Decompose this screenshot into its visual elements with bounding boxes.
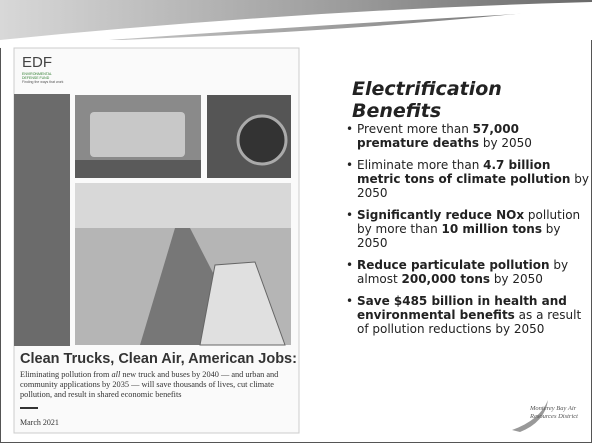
logo-name: EDF (22, 54, 52, 71)
bullet-text: Prevent more than (357, 122, 473, 136)
agency-name: Monterey Bay Air Resources District (530, 405, 590, 421)
rule (20, 407, 38, 409)
bullet-text: by 2050 (490, 272, 543, 286)
bullet: Save $485 billion in health and environm… (357, 294, 592, 336)
photo-ground (75, 160, 201, 178)
bullet-list: Prevent more than 57,000 premature death… (345, 122, 592, 344)
bullet: Prevent more than 57,000 premature death… (357, 122, 592, 150)
logo-org: ENVIRONMENTAL DEFENSE FUND (22, 72, 62, 80)
bullet-text: Eliminate more than (357, 158, 483, 172)
logo: EDF ENVIRONMENTAL DEFENSE FUND Finding t… (22, 54, 63, 84)
subtitle-text: all (112, 370, 121, 379)
bullet: Reduce particulate pollution by almost 2… (357, 258, 592, 286)
slide-title: Electrification Benefits (352, 78, 592, 122)
wheel-shape (238, 116, 286, 164)
report-subtitle: Eliminating pollution from all new truck… (20, 370, 295, 400)
logo-tagline: Finding the ways that work (22, 80, 63, 84)
bullet-text: Reduce particulate pollution (357, 258, 550, 272)
bullet-text: Significantly reduce NOx (357, 208, 524, 222)
bullet-text: 10 million tons (442, 222, 542, 236)
bullet: Significantly reduce NOx pollution by mo… (357, 208, 592, 250)
bus-shape (90, 112, 185, 157)
report-title: Clean Trucks, Clean Air, American Jobs: (20, 351, 297, 367)
bullet-text: 200,000 tons (402, 272, 491, 286)
slide: EDF ENVIRONMENTAL DEFENSE FUND Finding t… (0, 0, 592, 443)
subtitle-text: Eliminating pollution from (20, 370, 112, 379)
report-date: March 2021 (20, 418, 59, 427)
bullet-text: by 2050 (479, 136, 532, 150)
bullet: Eliminate more than 4.7 billion metric t… (357, 158, 592, 200)
photo-sky (75, 183, 291, 228)
cover-bar (14, 94, 70, 346)
